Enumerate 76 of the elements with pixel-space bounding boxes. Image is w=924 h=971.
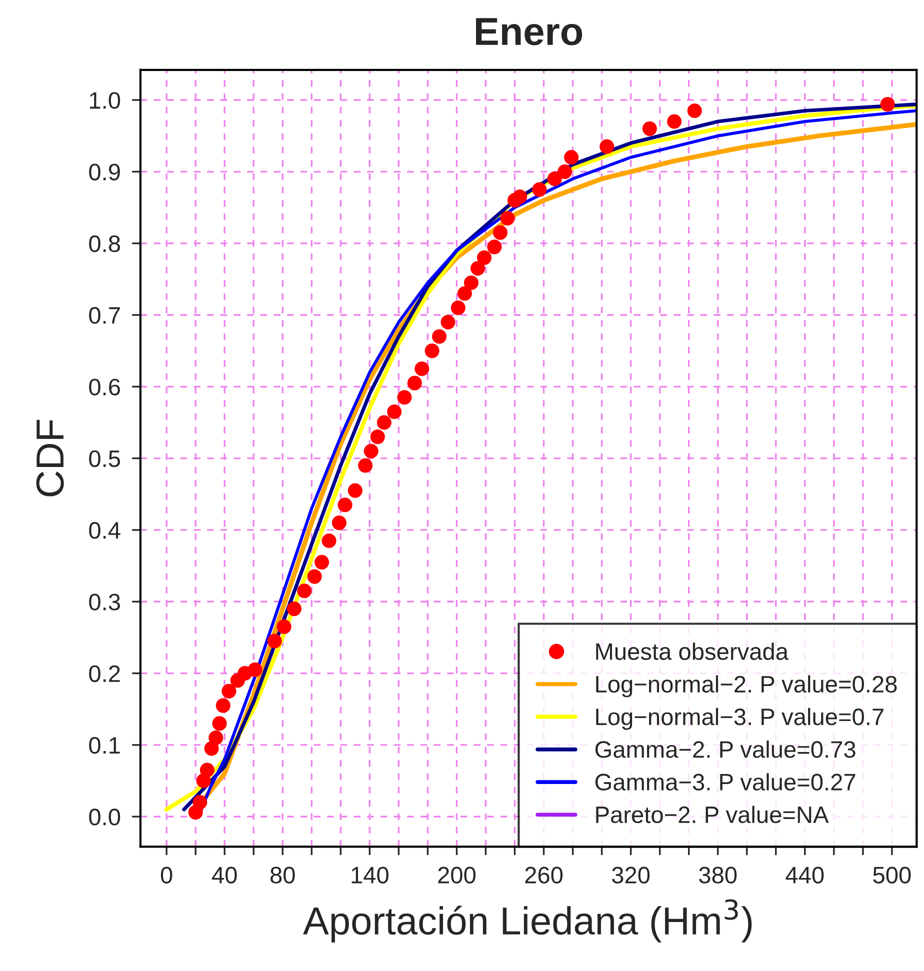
point: [414, 361, 430, 376]
point: [208, 730, 224, 746]
point: [487, 240, 502, 254]
y-tick-label: 0.9: [89, 164, 120, 180]
y-tick-label: 1.0: [90, 92, 120, 109]
point: [558, 164, 572, 179]
y-tick-label: 0.0: [89, 808, 120, 826]
point: [512, 189, 528, 204]
y-axis-title: CDF: [36, 420, 64, 496]
point: [364, 444, 378, 458]
x-axis-title: Aportación Liedana (Hm$^{3}$): [303, 899, 752, 942]
point: [424, 344, 440, 358]
legend-label: Gamma−2. P value=0.73: [595, 740, 856, 758]
point: [397, 390, 412, 405]
y-tick-label: 0.8: [89, 235, 120, 252]
point: [192, 795, 208, 810]
y-tick-label: 0.6: [89, 378, 120, 396]
y-tick-label: 0.5: [89, 450, 120, 468]
point: [667, 114, 682, 129]
y-tick-label: 0.1: [89, 737, 120, 754]
y-tick-label: 0.7: [89, 307, 120, 324]
point: [440, 314, 456, 330]
chart-title: Enero: [476, 18, 582, 46]
y-tick-label: 0.2: [89, 665, 120, 682]
x-tick-label: 40: [212, 866, 237, 884]
legend-label: Log−normal−3. P value=0.7: [596, 708, 884, 730]
legend-label: Pareto−2. P value=NA: [596, 806, 829, 824]
point: [376, 415, 392, 430]
legend-label: Log−normal−2. P value=0.28: [596, 675, 897, 698]
point: [492, 225, 508, 240]
y-tick-label: 0.3: [89, 594, 120, 610]
point: [532, 182, 547, 197]
point: [476, 250, 492, 265]
point: [450, 300, 466, 316]
x-tick-label: 260: [525, 866, 563, 884]
point: [338, 498, 352, 512]
x-tick-label: 140: [352, 866, 388, 884]
point: [222, 684, 236, 698]
x-tick-label: 380: [699, 866, 737, 884]
point: [314, 554, 330, 570]
point: [687, 103, 702, 118]
point: [407, 376, 422, 390]
point: [547, 172, 562, 186]
y-tick-label: 0.4: [89, 522, 120, 539]
x-tick-label: 500: [873, 866, 911, 884]
x-tick-label: 0: [160, 866, 172, 884]
point: [200, 762, 214, 778]
point: [642, 121, 657, 136]
x-tick-label: 80: [270, 866, 295, 884]
point: [880, 97, 895, 112]
point: [248, 662, 262, 677]
point: [470, 261, 486, 276]
point: [307, 569, 322, 584]
point: [464, 275, 479, 290]
point: [322, 533, 336, 548]
legend-label: Gamma−3. P value=0.27: [595, 773, 856, 791]
point: [332, 516, 346, 530]
point: [370, 430, 385, 444]
x-tick-label: 200: [438, 866, 476, 884]
point: [358, 458, 373, 473]
point: [216, 698, 230, 713]
x-tick-label: 440: [786, 866, 824, 884]
point: [348, 483, 362, 498]
point: [387, 404, 402, 420]
point: [457, 286, 472, 301]
point: [276, 619, 292, 634]
point: [432, 329, 447, 344]
point: [212, 716, 227, 731]
point: [500, 210, 515, 226]
x-tick-label: 320: [612, 866, 650, 884]
point: [564, 150, 579, 165]
point: [267, 634, 282, 648]
point: [286, 602, 302, 616]
point: [600, 139, 614, 154]
point: [297, 584, 312, 598]
legend-label: Muesta observada: [596, 642, 789, 660]
